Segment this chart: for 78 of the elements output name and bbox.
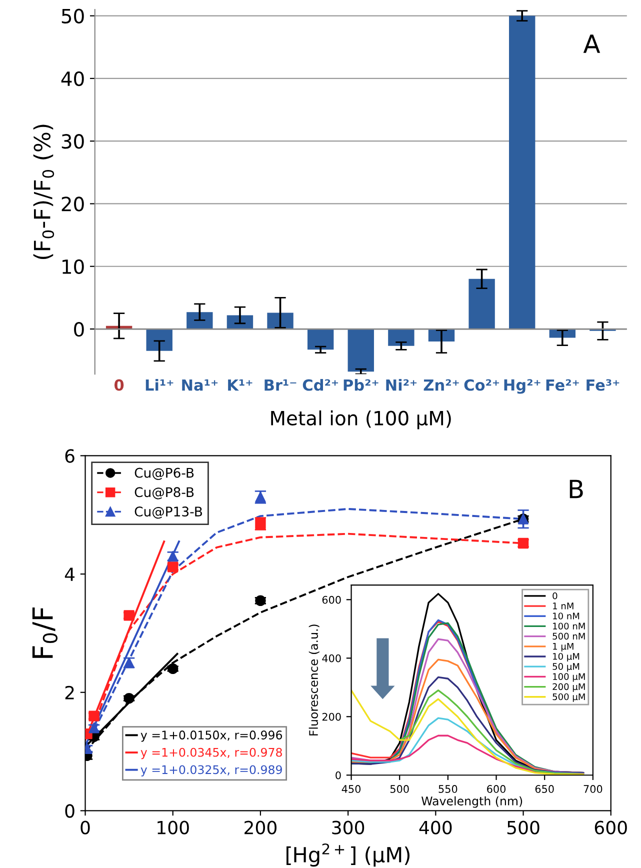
y-tick-label: 0 [65, 804, 74, 818]
y-axis-title: (F$_{0}$-F)/F$_{0}$ (%) [33, 124, 54, 260]
annotation: A [583, 34, 600, 53]
legend-label: 500 nM [552, 632, 585, 640]
x-axis-title: Wavelength (nm) [422, 796, 522, 808]
legend-label: 10 μM [553, 652, 580, 662]
y-tick-label: 40 [61, 71, 84, 86]
x-tick-label: 500 [390, 785, 409, 793]
y-tick-label: 20 [62, 196, 84, 212]
legend-label: 100 nM [553, 622, 585, 630]
x-tick-label: 700 [584, 785, 602, 793]
x-tick-label: Ni²⁺ [386, 378, 417, 391]
x-tick-label: 300 [332, 820, 364, 834]
annotation: B [570, 480, 583, 498]
point [124, 692, 134, 704]
x-tick-label: Fe²⁺ [546, 379, 579, 391]
x-tick-label: 200 [244, 820, 276, 834]
y-tick-label: 10 [62, 259, 84, 274]
x-tick-label: 600 [487, 785, 506, 793]
y-tick-label: 0 [336, 771, 341, 780]
x-tick-label: Hg²⁺ [504, 379, 540, 394]
legend-label: 1 nM [553, 602, 574, 610]
y-tick-label: 400 [322, 654, 341, 662]
y-tick-label: 0 [74, 322, 84, 337]
bar [509, 16, 536, 330]
x-tick-label: Cd²⁺ [302, 378, 338, 391]
legend-label: 10 nM [553, 612, 580, 620]
bar [226, 315, 254, 330]
y-tick-label: 30 [62, 134, 84, 149]
bar [186, 312, 213, 330]
x-tick-label: Br¹⁻ [264, 379, 296, 391]
y-tick-label: 6 [65, 449, 74, 463]
bar [146, 329, 172, 351]
legend-label: y =1+0.0150x, r=0.996 [140, 730, 282, 742]
x-tick-label: 450 [342, 785, 361, 793]
y-tick-label: 2 [65, 686, 74, 700]
legend-label: 1 μM [553, 642, 574, 652]
legend-label: 200 μM [552, 683, 585, 692]
x-tick-label: Pb²⁺ [344, 378, 378, 391]
legend-label: 500 μM [552, 693, 585, 702]
x-tick-label: 500 [507, 820, 540, 834]
legend-label: Cu@P13-B [134, 506, 202, 519]
bar [348, 329, 374, 372]
bar [267, 312, 294, 330]
x-tick-label: 400 [419, 820, 452, 834]
x-tick-label: 650 [535, 785, 554, 793]
legend-label: 0 [552, 592, 558, 600]
y-axis-title: F$_{0}$/F [32, 607, 58, 658]
bar [388, 329, 414, 346]
point [168, 663, 178, 674]
x-tick-label: Li¹⁺ [146, 378, 174, 391]
legend-label: 100 μM [553, 673, 585, 682]
x-tick-label: Na¹⁺ [182, 379, 218, 391]
legend-label: Cu@P8-B [134, 487, 194, 500]
y-tick-label: 50 [62, 8, 84, 24]
legend-label: y =1+0.0325x, r=0.989 [140, 765, 282, 776]
x-tick-label: 550 [438, 785, 458, 793]
y-tick-label: 200 [322, 712, 341, 721]
x-tick-label: K¹⁺ [228, 379, 252, 391]
legend-label: 50 μM [552, 663, 580, 672]
legend-label: Cu@P6-B [134, 468, 194, 480]
x-tick-label: 0 [114, 379, 124, 391]
point [168, 562, 178, 572]
x-axis-title: [Hg$^{2+}$] (μM) [286, 843, 410, 867]
x-tick-label: Zn²⁺ [424, 379, 459, 391]
bar [468, 278, 495, 330]
x-axis-title: Metal ion (100 μM) [271, 410, 451, 430]
x-tick-label: 600 [594, 820, 627, 834]
legend-label: y =1+0.0345x, r=0.978 [140, 748, 282, 760]
point [518, 538, 529, 549]
y-axis-title: Fluorescence (a.u.) [308, 624, 320, 736]
x-tick-label: Co²⁺ [464, 379, 500, 391]
x-tick-label: 100 [158, 820, 189, 834]
bar [307, 329, 334, 350]
point [255, 595, 266, 606]
y-tick-label: 600 [322, 596, 341, 604]
y-tick-label: 4 [64, 568, 75, 581]
x-tick-label: Fe³⁺ [586, 379, 620, 391]
